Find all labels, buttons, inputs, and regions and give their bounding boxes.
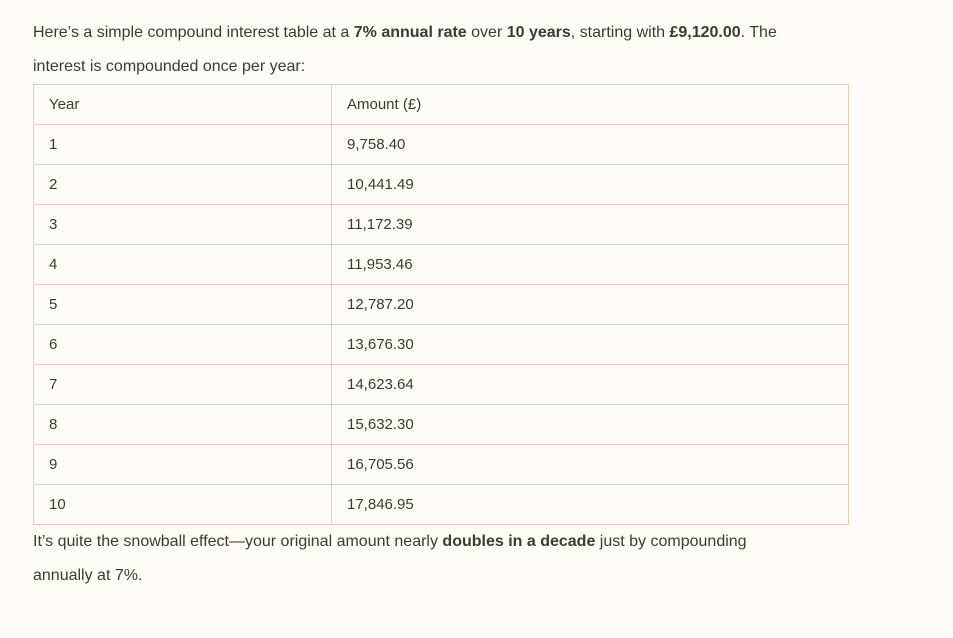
table-header-amount: Amount (£)	[331, 84, 849, 125]
amount-cell: 12,787.20	[331, 284, 849, 325]
amount-cell: 15,632.30	[331, 404, 849, 445]
amount-cell: 11,953.46	[331, 244, 849, 285]
table-row: 7 14,623.64	[33, 364, 849, 405]
intro-paragraph: Here’s a simple compound interest table …	[33, 16, 920, 84]
table-header: Year Amount (£)	[33, 84, 849, 125]
amount-cell: 10,441.49	[331, 164, 849, 205]
table-row: 5 12,787.20	[33, 284, 849, 325]
text-segment: interest is compounded once per year:	[33, 58, 306, 75]
table-row: 8 15,632.30	[33, 404, 849, 445]
table-row: 2 10,441.49	[33, 164, 849, 205]
amount-cell: 13,676.30	[331, 324, 849, 365]
year-cell: 4	[33, 244, 332, 285]
amount-cell: 17,846.95	[331, 484, 849, 525]
text-segment: annually at 7%.	[33, 567, 143, 584]
bold-text: 7% annual rate	[353, 24, 467, 41]
year-cell: 9	[33, 444, 332, 485]
year-cell: 1	[33, 124, 332, 165]
bold-text: £9,120.00	[669, 24, 741, 41]
table-row: 3 11,172.39	[33, 204, 849, 245]
table-header-row: Year Amount (£)	[33, 84, 849, 125]
text-segment: over	[466, 24, 507, 41]
table-header-year: Year	[33, 84, 332, 125]
amount-cell: 9,758.40	[331, 124, 849, 165]
year-cell: 5	[33, 284, 332, 325]
outro-paragraph: It’s quite the snowball effect—your orig…	[33, 525, 920, 593]
table-row: 10 17,846.95	[33, 484, 849, 525]
year-cell: 6	[33, 324, 332, 365]
year-cell: 2	[33, 164, 332, 205]
table-row: 9 16,705.56	[33, 444, 849, 485]
amount-cell: 11,172.39	[331, 204, 849, 245]
year-cell: 8	[33, 404, 332, 445]
year-cell: 3	[33, 204, 332, 245]
text-segment: It’s quite the snowball effect—your orig…	[33, 533, 443, 550]
compound-interest-table: Year Amount (£) 1 9,758.40 2 10,441.49 3 11,1…	[33, 84, 849, 525]
table-row: 1 9,758.40	[33, 124, 849, 165]
text-segment: . The	[740, 24, 777, 41]
table-row: 4 11,953.46	[33, 244, 849, 285]
bold-text: 10 years	[506, 24, 571, 41]
text-segment: Here’s a simple compound interest table …	[33, 24, 354, 41]
text-segment: , starting with	[570, 24, 670, 41]
text-segment: just by compounding	[595, 533, 747, 550]
table-body: 1 9,758.40 2 10,441.49 3 11,172.39 4 11,953.46 5…	[33, 124, 849, 525]
year-cell: 10	[33, 484, 332, 525]
table-row: 6 13,676.30	[33, 324, 849, 365]
amount-cell: 14,623.64	[331, 364, 849, 405]
bold-text: doubles in a decade	[442, 533, 596, 550]
year-cell: 7	[33, 364, 332, 405]
amount-cell: 16,705.56	[331, 444, 849, 485]
